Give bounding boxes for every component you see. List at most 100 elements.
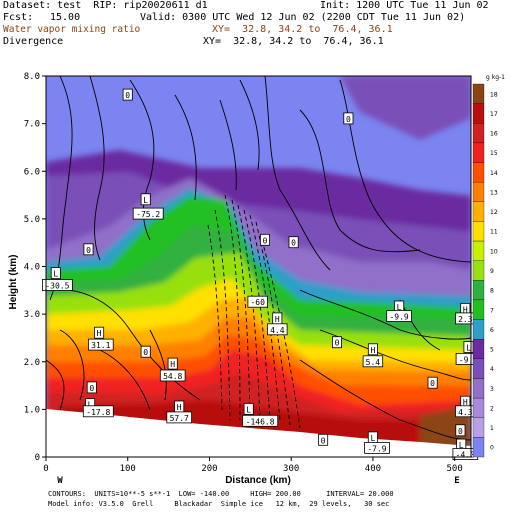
contour-line-6 [264,76,331,271]
colorbar-swatch-18 [472,83,485,104]
colorbar-swatch-11 [472,221,485,242]
contour-line-7 [299,109,421,253]
contour-label-box-7 [50,267,61,280]
contour-label-4: 0 [86,246,91,255]
contour-label-box-31 [82,405,114,418]
contour-label-box-21 [362,355,384,368]
contour-line-2 [129,79,155,241]
colorbar-swatch-12 [472,201,485,222]
contour-label-6: 0 [291,239,296,248]
colorbar-label-2: 2 [490,405,494,412]
colorbar-swatch-17 [472,103,485,124]
contour-label-28: H [463,398,468,407]
colorbar-label-8: 8 [490,288,494,295]
contour-label-30: L [88,401,93,410]
contour-label-38: -7.9 [367,444,386,453]
colorbar-swatch-6 [472,319,485,340]
contour-label-19: 0 [335,339,340,348]
contour-label-box-19 [331,336,342,349]
colorbar-label-16: 16 [490,131,498,138]
contour-label-10: L [397,303,402,312]
contour-label-27: 0 [430,379,435,388]
contour-label-8: -30.5 [45,282,69,291]
x-tick-label-3: 300 [283,464,299,474]
contour-line-3 [174,94,197,201]
field2-xy: XY= 32.8, 34.2 to 76.4, 36.1 [203,36,384,47]
colorbar-swatch-7 [472,299,485,320]
footer-contours: CONTOURS: UNITS=10**-5 s**-1 LOW= -140.0… [48,490,394,498]
valid-time: Valid: 0300 UTC Wed 12 Jun 02 (2200 CDT … [140,12,466,23]
fcst-value: 15.00 [50,12,81,23]
contour-label-box-33 [166,411,193,424]
init-time: Init: 1200 UTC Tue 11 Jun 02 [320,0,489,11]
contour-label-3: -75.2 [136,210,160,219]
contour-line-10 [59,329,85,401]
contour-line-12 [299,289,471,340]
colorbar-label-18: 18 [490,91,498,98]
colorbar-swatch-2 [472,397,485,418]
colorbar-swatch-16 [472,123,485,144]
contour-line-16 [149,329,167,401]
colorbar-label-7: 7 [490,307,494,314]
contour-line-4 [219,99,237,191]
fcst-label: Fcst: [3,12,34,23]
contour-label-33: 57.7 [170,414,189,423]
contour-label-37: L [370,434,375,443]
contour-label-box-17 [88,338,114,351]
contour-label-box-15 [267,323,288,336]
colorbar-swatch-3 [472,378,485,399]
colorbar-label-14: 14 [490,170,498,177]
x-axis-label: Distance (km) [225,475,291,486]
contour-label-14: H [275,315,280,324]
colorbar-swatch-5 [472,339,485,359]
contour-label-13: 2.3 [458,315,473,324]
x-tick-label-5: 500 [447,464,463,474]
y-tick-label-4: 4.0 [24,263,40,273]
contour-label-box-16 [94,326,105,339]
x-tick-label-4: 400 [365,464,381,474]
contour-label-box-39 [455,424,466,437]
contour-label-box-26 [86,381,97,394]
contour-label-39: 0 [458,427,463,436]
dataset-label: Dataset: test RIP: rip20020611 d1 [3,0,208,11]
colorbar-label-0: 0 [490,445,494,452]
contour-label-box-11 [386,310,412,322]
contour-label-12: H [463,305,468,314]
y-tick-label-2: 2.0 [24,358,40,368]
contour-label-1: 0 [346,115,351,124]
contour-label-41: -4.0 [456,451,475,460]
contour-line-8 [339,79,471,263]
field1-name: Water vapor mixing ratio [3,24,141,35]
colorbar-swatch-4 [472,358,485,379]
contour-label-box-18 [140,345,151,358]
contour-label-box-38 [364,441,390,454]
y-axis-label: Height (km) [8,255,19,310]
x-left-endpoint: W [57,476,63,486]
contour-label-box-24 [167,357,178,370]
colorbar-swatch-10 [472,240,485,261]
contour-label-40: L [459,441,464,450]
contour-label-box-1 [343,112,354,125]
x-right-endpoint: E [454,476,459,486]
contour-label-25: 54.8 [163,372,182,381]
contour-label-24: H [170,360,175,369]
colorbar-swatch-0 [472,437,485,458]
contour-line-11 [99,349,151,411]
contour-label-box-8 [42,279,73,291]
neg-contour-line-3 [243,209,271,421]
colorbar-swatch-1 [472,417,485,438]
colorbar-label-3: 3 [490,386,494,393]
colorbar-label-10: 10 [490,248,498,255]
contour-label-box-20 [367,343,378,356]
contour-label-35: -146.8 [246,417,275,426]
colorbar-swatch-8 [472,280,485,301]
contour-label-7: L [53,270,58,279]
contour-label-box-34 [243,402,254,415]
contour-label-31: -17.8 [86,408,110,417]
x-tick-label-0: 0 [43,464,48,474]
contour-label-box-3 [132,207,164,220]
x-tick-label-1: 100 [120,464,136,474]
neg-contour-line-2 [237,204,261,421]
colorbar-label-1: 1 [490,425,494,432]
